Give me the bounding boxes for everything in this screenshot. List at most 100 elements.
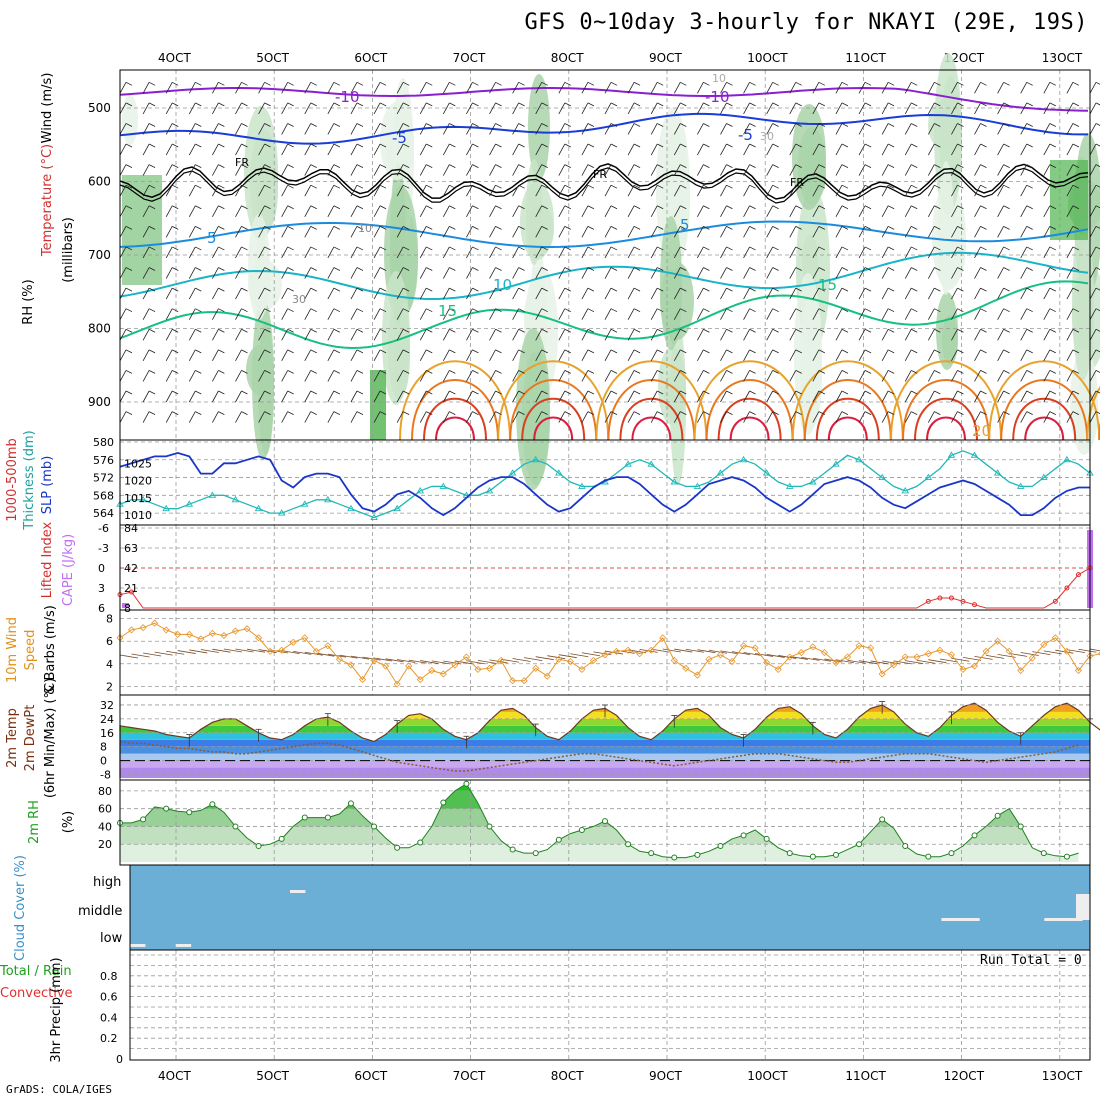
wind-barb — [749, 226, 756, 230]
rh-shading — [526, 159, 542, 265]
wind-speed-point — [763, 659, 771, 667]
wind-barb — [264, 205, 271, 210]
wind-speed-point — [624, 646, 632, 654]
wind-barb — [402, 184, 410, 189]
rh-fill — [120, 783, 1079, 862]
wind-speed-point — [751, 644, 759, 652]
temp-contour-15 — [119, 280, 1089, 350]
wind-barb — [927, 164, 935, 176]
wind-barb — [887, 164, 895, 168]
wind-barb — [650, 164, 658, 176]
wind-barb — [1089, 411, 1097, 423]
wind-speed-point — [786, 653, 794, 661]
wind-barb — [304, 82, 312, 94]
wind-barb — [673, 308, 681, 320]
wind-barb — [489, 246, 496, 259]
wind-barb — [125, 81, 133, 86]
wind-barb — [258, 246, 265, 259]
wind-barb — [772, 390, 779, 395]
wind-barb — [564, 102, 571, 107]
rh-point — [301, 814, 308, 821]
wind-barb — [1095, 123, 1100, 126]
wind-barb — [535, 308, 543, 320]
wind-barb — [1043, 164, 1051, 176]
wind-barb — [772, 246, 779, 251]
temp-contour-10 — [119, 251, 1089, 301]
wind-barb — [442, 329, 450, 341]
wind-barb — [264, 143, 271, 148]
wind-barb — [997, 102, 1004, 115]
wind-barb — [1020, 205, 1028, 217]
wind-barb — [633, 81, 641, 86]
thickness-line — [119, 450, 1091, 519]
wind-speed-point — [994, 637, 1002, 645]
wind-barb — [442, 349, 450, 362]
wind-barb — [841, 390, 849, 395]
wind-barb — [125, 246, 133, 251]
wind-barb — [581, 102, 589, 115]
wind-barb — [673, 205, 681, 217]
wind-barb — [1020, 267, 1028, 279]
wind-barb — [726, 81, 733, 86]
wind-barb — [587, 411, 595, 415]
wind-barb — [881, 226, 889, 238]
wind-barb — [287, 123, 294, 127]
thickness-point — [670, 478, 679, 485]
wind-barb — [911, 184, 918, 189]
wind-barb — [264, 349, 271, 354]
wind-barb — [957, 308, 964, 313]
temp-contour-minus10 — [119, 86, 1089, 112]
rh-point — [163, 805, 170, 812]
wind-barb — [858, 185, 866, 197]
wind-barb — [512, 226, 519, 238]
thickness-point — [231, 495, 240, 503]
wind-barb — [535, 246, 543, 259]
wind-barb — [518, 164, 525, 168]
wind-barb — [466, 164, 473, 176]
wind-barb — [749, 205, 756, 210]
wind-barb — [264, 81, 271, 86]
wind-barb-10m — [986, 655, 1005, 659]
wind-barb — [489, 411, 496, 423]
wind-barb — [726, 308, 733, 313]
wind-barb — [772, 81, 779, 86]
wind-speed-point — [878, 670, 886, 678]
wind-barb — [1026, 349, 1033, 354]
wind-barb — [980, 411, 987, 415]
wind-barb — [835, 246, 843, 259]
wind-barb — [1020, 82, 1028, 94]
label-2m-temp: 2m Temp — [5, 708, 20, 768]
wind-barb — [541, 246, 548, 251]
wind-barb — [379, 226, 387, 230]
wind-barb — [795, 246, 802, 251]
wind-barb — [512, 267, 519, 279]
wind-barb — [258, 185, 265, 197]
wind-barb — [119, 308, 127, 320]
wind-barb — [934, 102, 941, 107]
wind-barb — [927, 370, 935, 382]
rh-point — [255, 843, 262, 849]
wind-barb — [396, 411, 404, 423]
wind-barb — [934, 411, 941, 415]
wind-barb — [235, 123, 242, 135]
wind-barb — [304, 390, 312, 403]
wind-barb — [172, 143, 179, 148]
y-tick-rh: 80 — [98, 785, 112, 798]
wind-barb — [604, 411, 612, 423]
wind-barb — [402, 102, 410, 107]
wind-barb — [1066, 349, 1074, 362]
wind-speed-point — [1074, 666, 1083, 675]
wind-barb — [904, 287, 912, 300]
wind-barb — [980, 226, 987, 230]
wind-barb — [650, 308, 658, 320]
wind-barb — [772, 287, 779, 292]
wind-barb — [743, 349, 750, 362]
rh-band — [120, 826, 1079, 845]
wind-barb — [904, 370, 912, 382]
wind-barb — [749, 246, 756, 251]
wind-barb — [188, 411, 196, 423]
wind-barb — [657, 308, 664, 313]
contour-label: 15 — [818, 276, 837, 294]
wind-barb — [864, 143, 872, 148]
